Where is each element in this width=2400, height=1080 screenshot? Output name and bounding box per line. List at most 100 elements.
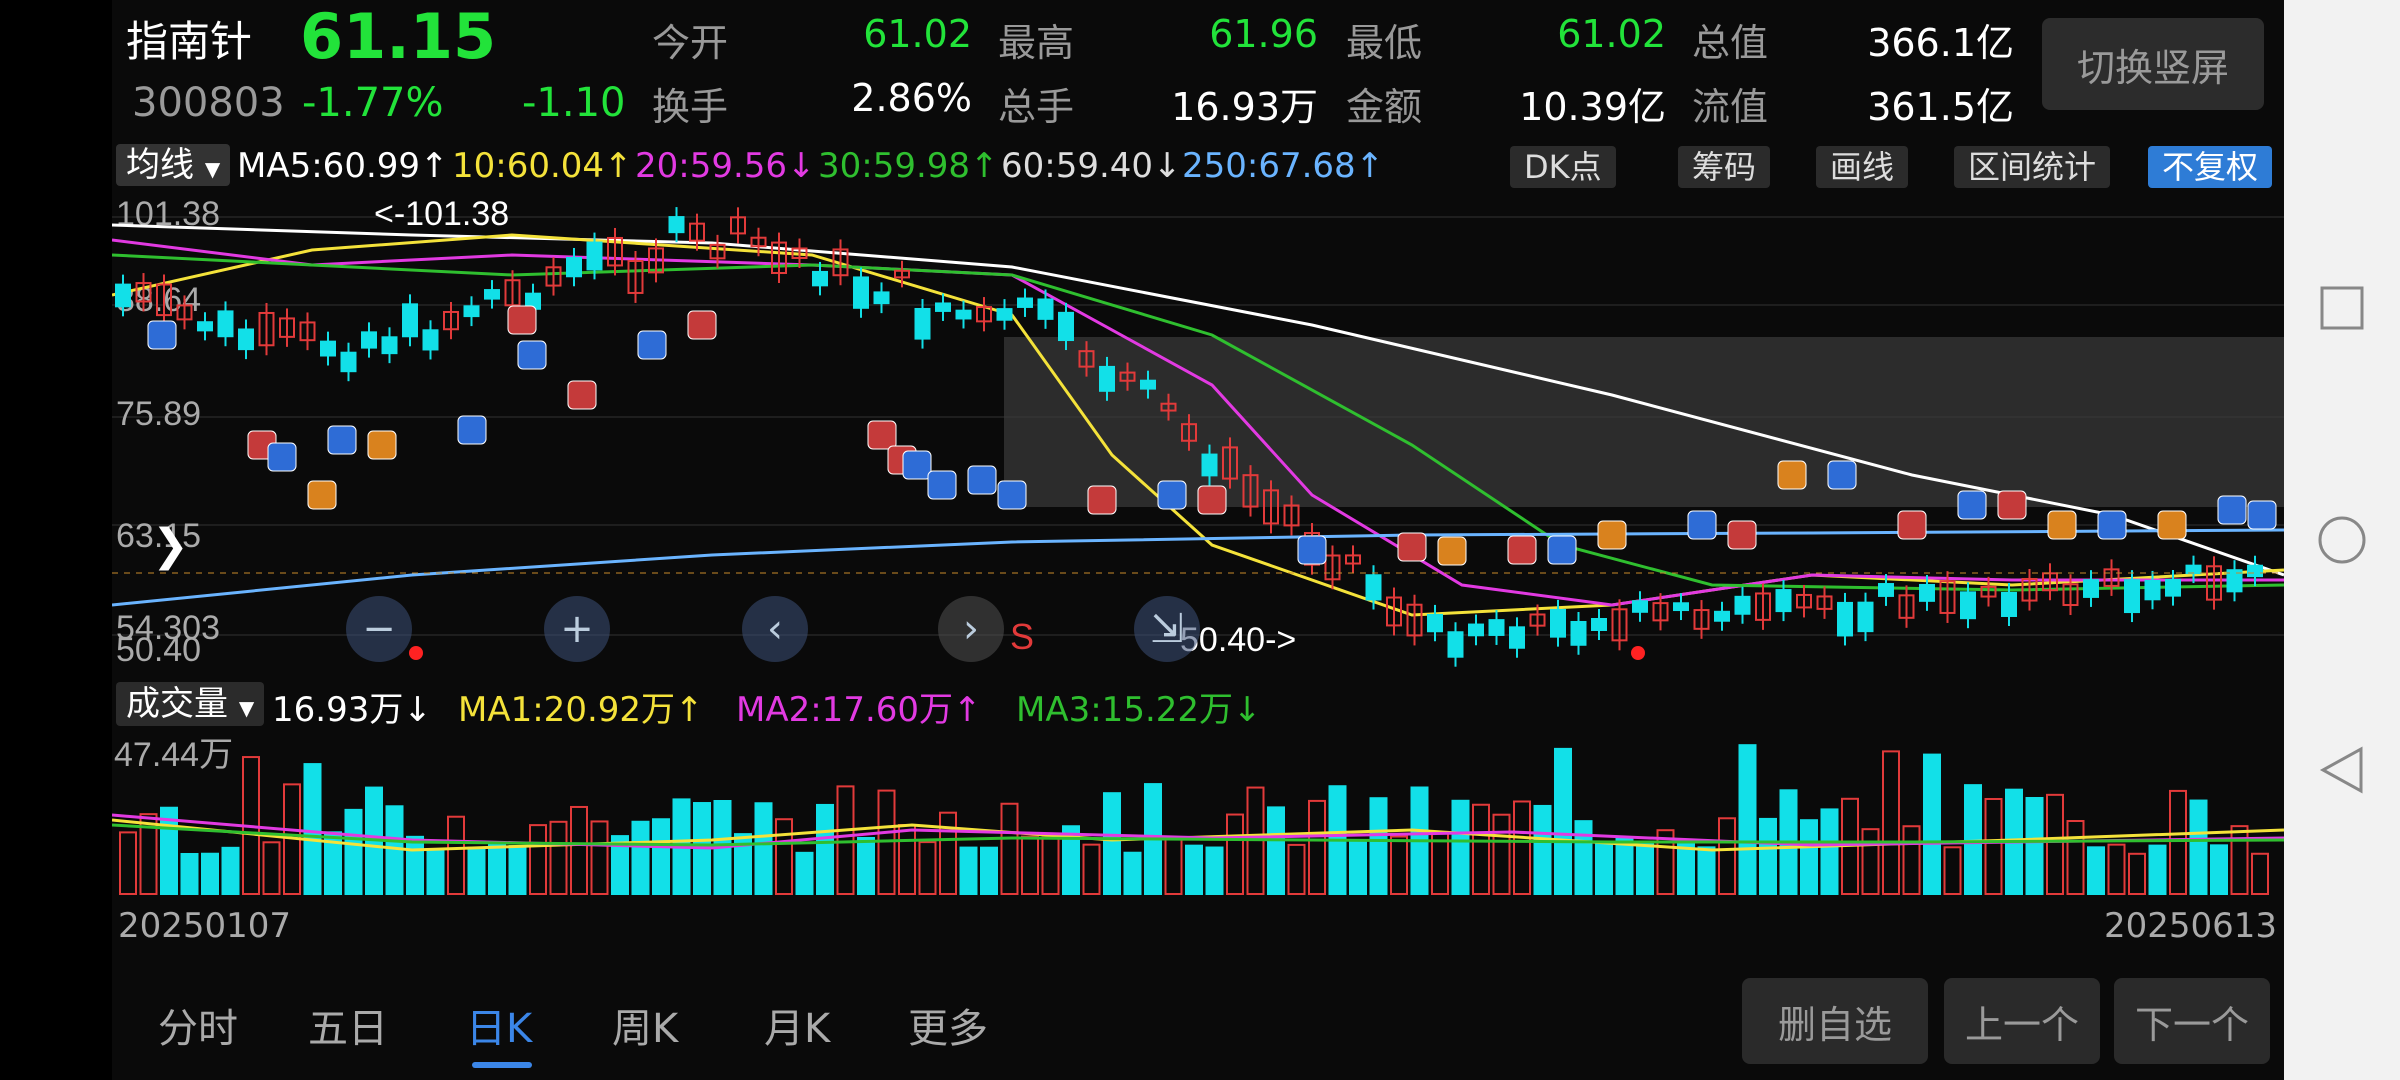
candle-body [361, 331, 377, 349]
tab-weekly-k[interactable]: 周K [612, 1006, 679, 1052]
volume-bar [303, 763, 322, 895]
volume-bar [857, 836, 875, 895]
stat-label-volume: 总手 [998, 85, 1075, 129]
plus-icon: + [560, 606, 594, 652]
range-stats-button[interactable]: 区间统计 [1954, 146, 2111, 188]
no-adjust-button[interactable]: 不复权 [2148, 146, 2273, 188]
ma60-value: 60:59.40↓ [1001, 146, 1182, 186]
volume-bar [631, 820, 650, 895]
zoom-in-button[interactable]: + [544, 596, 610, 662]
volume-bar [406, 835, 424, 895]
dk-point-button[interactable]: DK点 [1510, 146, 1616, 188]
trade-marker-b [1897, 510, 1927, 540]
next-stock-button[interactable]: 下一个 [2114, 978, 2270, 1064]
candle-body [135, 282, 152, 303]
candle-body [545, 266, 562, 287]
candle-body [1878, 583, 1894, 597]
candle-body [1058, 311, 1074, 342]
stat-value-amount: 10.39亿 [1519, 85, 1666, 129]
zoom-out-button[interactable]: − [346, 596, 412, 662]
volume-bar [2189, 799, 2208, 895]
candle-body [853, 276, 869, 309]
stock-name: 指南针 [126, 17, 253, 66]
move-left-button[interactable]: ‹ [742, 596, 808, 662]
trade-marker-b [507, 305, 537, 335]
back-button[interactable] [2312, 740, 2372, 800]
candle-body [812, 270, 828, 287]
volume-bar [1123, 851, 1142, 895]
volume-bar [2169, 789, 2187, 895]
volume-chart[interactable]: 47.44万 [112, 730, 2284, 900]
candle-body [2083, 579, 2099, 598]
volume-select-dropdown[interactable]: 成交量 ▼ [116, 682, 265, 726]
volume-bar [2210, 844, 2228, 895]
volume-bar [1943, 846, 1962, 896]
ma-select-label: 均线 [126, 145, 194, 185]
trade-marker-s [637, 330, 667, 360]
candle-body [935, 302, 951, 312]
candle-body [1857, 601, 1874, 633]
candle-body [1222, 446, 1238, 480]
volume-max-label: 47.44万 [114, 736, 233, 774]
volume-bar [1308, 799, 1326, 895]
tab-more[interactable]: 更多 [908, 1006, 988, 1052]
trade-marker-s [1687, 510, 1717, 540]
tab-monthly-k[interactable]: 月K [764, 1006, 831, 1052]
stat-value-turnover: 2.86% [851, 76, 972, 120]
trade-marker-b [1197, 485, 1227, 515]
tab-five-day[interactable]: 五日 [308, 1006, 388, 1052]
tab-intraday[interactable]: 分时 [158, 1006, 238, 1052]
volume-bar [1082, 843, 1101, 895]
collapse-button[interactable]: ⇲ [1134, 596, 1200, 662]
candle-body [217, 310, 234, 338]
volume-bar [1267, 806, 1285, 895]
candle-body [1386, 596, 1402, 627]
candle-body [2124, 579, 2140, 614]
volume-bar [1164, 837, 1183, 895]
move-right-button[interactable]: › [938, 596, 1004, 662]
candle-body [1570, 620, 1587, 646]
remove-watchlist-button[interactable]: 删自选 [1742, 978, 1928, 1064]
signal-dot [409, 646, 423, 660]
candle-body [894, 269, 910, 279]
signal-dot [1631, 646, 1645, 660]
candle-body [1406, 603, 1423, 637]
volume-bar [775, 818, 793, 895]
home-button[interactable] [2312, 510, 2372, 570]
candle-body [1242, 474, 1259, 508]
candle-body [914, 307, 931, 340]
tab-daily-k[interactable]: 日K [466, 1006, 533, 1052]
stat-label-amount: 金额 [1346, 85, 1423, 129]
volume-bar [1349, 840, 1367, 896]
volume-bar [2107, 843, 2126, 895]
candle-body [1263, 489, 1279, 525]
trade-marker-b [567, 380, 597, 410]
candle-body [832, 248, 849, 277]
candle-body [1939, 580, 1956, 614]
ma250-value: 250:67.68↑ [1182, 146, 1385, 186]
switch-portrait-button[interactable]: 切换竖屏 [2042, 18, 2264, 110]
recent-apps-button[interactable] [2312, 278, 2372, 338]
volume-bar [2025, 797, 2044, 895]
candle-body [1160, 402, 1177, 412]
candle-body [627, 259, 644, 294]
previous-stock-button[interactable]: 上一个 [1944, 978, 2100, 1064]
candle-body [1017, 297, 1033, 308]
draw-line-button[interactable]: 画线 [1816, 146, 1909, 188]
trade-marker-s [1547, 535, 1577, 565]
candle-body [320, 340, 336, 357]
trade-marker-t [307, 480, 337, 510]
trade-marker-s [147, 320, 177, 350]
candle-body [1632, 600, 1648, 613]
price-axis-label: 50.40 [116, 631, 201, 669]
ma-select-dropdown[interactable]: 均线 ▼ [116, 144, 231, 186]
expand-left-arrow-icon[interactable]: ❯ [152, 520, 189, 571]
candle-body [1837, 601, 1853, 637]
candle-body [443, 310, 459, 331]
volume-bar [1902, 825, 1921, 895]
candle-body [299, 321, 316, 342]
volume-bar [918, 841, 937, 895]
kline-chart[interactable]: 101.3888.6475.8963.1554.30350.40<-101.38… [112, 195, 2284, 675]
chip-button[interactable]: 筹码 [1678, 146, 1771, 188]
trade-marker-t [1437, 536, 1467, 566]
